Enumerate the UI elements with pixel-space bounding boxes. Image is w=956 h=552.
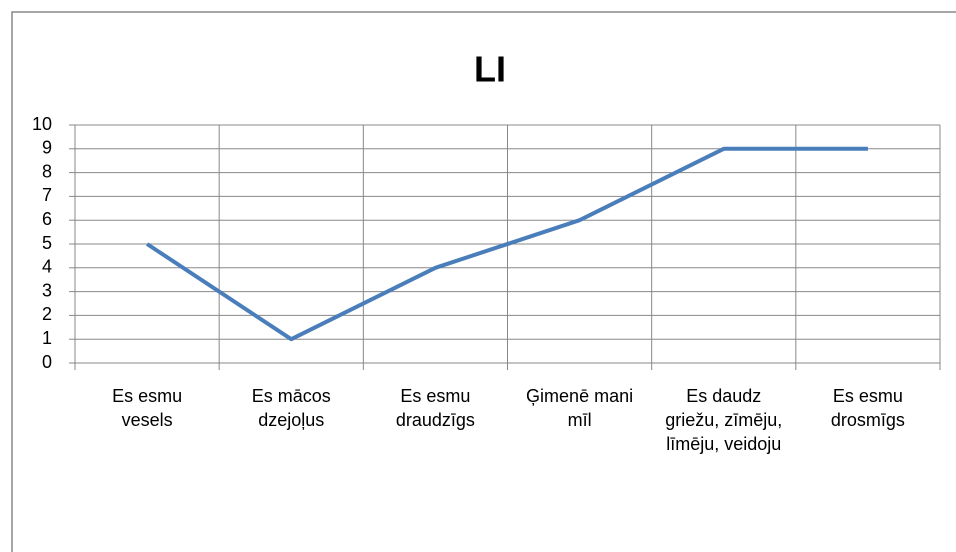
y-tick-label: 10 <box>32 114 52 134</box>
x-tick-label: Es mācos dzejoļus <box>251 386 331 430</box>
chart-frame <box>11 11 956 552</box>
y-tick-label: 2 <box>42 304 52 324</box>
y-tick-label: 4 <box>42 257 52 277</box>
x-tick-label: Es esmu vesels <box>112 386 183 430</box>
y-tick-label: 0 <box>42 352 52 372</box>
x-tick-label: Ģimenē mani mīl <box>526 386 634 430</box>
y-tick-label: 6 <box>42 209 52 229</box>
x-tick-label: Es esmu drosmīgs <box>830 386 905 430</box>
chart-title: LI <box>474 49 506 90</box>
y-tick-label: 5 <box>42 233 52 253</box>
x-tick-label: Es daudz griežu, zīmēju, līmēju, veidoju <box>665 386 783 454</box>
y-tick-label: 7 <box>42 185 52 205</box>
y-tick-label: 9 <box>42 138 52 158</box>
y-tick-label: 3 <box>42 280 52 300</box>
y-tick-label: 8 <box>42 161 52 181</box>
y-tick-label: 1 <box>42 328 52 348</box>
data-line <box>145 146 868 342</box>
x-tick-label: Es esmu draudzīgs <box>395 386 475 430</box>
